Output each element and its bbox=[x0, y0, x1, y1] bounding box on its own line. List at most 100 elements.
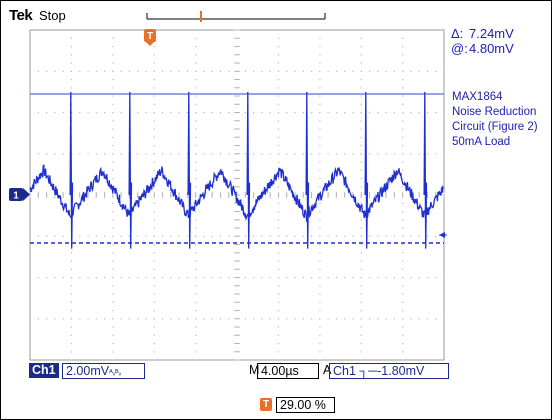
grid-dot bbox=[104, 235, 106, 237]
grid-dot bbox=[344, 112, 346, 114]
grid-dot bbox=[203, 277, 205, 279]
grid-dot bbox=[344, 235, 346, 237]
grid-dot bbox=[418, 318, 420, 320]
grid-dot bbox=[426, 153, 429, 155]
grid-dot bbox=[112, 37, 114, 39]
grid-dot bbox=[195, 277, 197, 279]
grid-dot bbox=[360, 244, 362, 246]
grid-dot bbox=[286, 318, 288, 320]
grid-dot bbox=[319, 244, 321, 246]
grid-dot bbox=[402, 252, 404, 254]
grid-dot bbox=[112, 54, 114, 56]
grid-dot bbox=[311, 235, 313, 237]
grid-dot bbox=[286, 70, 288, 72]
grid-dot bbox=[137, 112, 139, 114]
trigger-level-arrow-icon bbox=[439, 232, 447, 238]
status-bar: Ch1 2.00mVᴬᵥᴮᵥ M 4.00µs A Ch1 ┐─-1.80mV bbox=[0, 363, 552, 381]
grid-dot bbox=[112, 301, 114, 303]
grid-dot bbox=[145, 318, 147, 320]
channel-1-ground-marker[interactable]: 1 bbox=[9, 188, 30, 202]
grid-dot bbox=[426, 235, 429, 237]
grid-dot bbox=[269, 112, 271, 114]
grid-dot bbox=[87, 112, 89, 114]
grid-dot bbox=[294, 112, 296, 114]
grid-dot bbox=[153, 145, 155, 147]
grid-dot bbox=[195, 136, 197, 138]
grid-dot bbox=[418, 235, 420, 237]
grid-dot bbox=[377, 153, 379, 155]
grid-dot bbox=[46, 70, 48, 72]
grid-dot bbox=[402, 260, 404, 262]
grid-dot bbox=[195, 293, 197, 295]
grid-dot bbox=[277, 285, 280, 287]
grid-dot bbox=[319, 318, 321, 320]
grid-dot bbox=[153, 128, 155, 130]
grid-dot bbox=[319, 161, 321, 163]
grid-dot bbox=[277, 186, 280, 188]
svg-text:1: 1 bbox=[13, 191, 19, 202]
grid-dot bbox=[112, 334, 114, 336]
grid-dot bbox=[344, 153, 346, 155]
grid-dot bbox=[319, 285, 321, 287]
grid-dot bbox=[161, 70, 164, 72]
grid-dot bbox=[195, 244, 197, 246]
falling-edge-icon: ┐─ bbox=[359, 364, 378, 378]
grid-dot bbox=[385, 235, 387, 237]
grid-dot bbox=[195, 235, 197, 237]
grid-dot bbox=[70, 79, 73, 81]
grid-dot bbox=[104, 153, 106, 155]
grid-dot bbox=[319, 351, 321, 353]
cursor-lines[interactable] bbox=[30, 93, 444, 244]
trigger-readout[interactable]: Ch1 ┐─-1.80mV bbox=[329, 363, 449, 379]
grid-dot bbox=[311, 70, 313, 72]
timebase-readout[interactable]: 4.00µs bbox=[257, 363, 319, 379]
annotation-line: Circuit (Figure 2) bbox=[452, 121, 538, 133]
grid-dot bbox=[70, 334, 73, 336]
grid-dot bbox=[195, 54, 197, 56]
grid-dot bbox=[112, 103, 114, 105]
grid-dot bbox=[402, 235, 404, 237]
grid-dot bbox=[153, 318, 155, 320]
grid-dot bbox=[385, 153, 387, 155]
grid-dot bbox=[186, 277, 189, 279]
grid-dot bbox=[410, 235, 412, 237]
grid-dot bbox=[402, 178, 404, 180]
grid-dot bbox=[153, 112, 155, 114]
grid-dot bbox=[228, 318, 230, 320]
grid-dot bbox=[319, 153, 321, 155]
grid-dot bbox=[319, 79, 321, 81]
grid-dot bbox=[228, 277, 230, 279]
grid-dot bbox=[153, 161, 155, 163]
grid-dot bbox=[277, 359, 280, 361]
grid-dot bbox=[277, 37, 280, 39]
grid-dot bbox=[319, 70, 321, 72]
grid-dot bbox=[319, 227, 321, 229]
grid-dot bbox=[253, 277, 255, 279]
grid-dot bbox=[128, 235, 131, 237]
grid-dot bbox=[37, 70, 39, 72]
grid-dot bbox=[128, 70, 131, 72]
grid-dot bbox=[112, 244, 114, 246]
grid-dot bbox=[112, 343, 114, 345]
grid-dot bbox=[402, 351, 404, 353]
grid-dot bbox=[70, 318, 73, 320]
ch1-badge[interactable]: Ch1 bbox=[29, 363, 59, 378]
grid-dot bbox=[327, 112, 329, 114]
grid-dot bbox=[393, 112, 396, 114]
grid-dot bbox=[277, 178, 280, 180]
grid-dot bbox=[253, 153, 255, 155]
grid-dot bbox=[137, 318, 139, 320]
grid-dot bbox=[360, 260, 362, 262]
grid-dot bbox=[410, 70, 412, 72]
grid-dot bbox=[360, 211, 362, 213]
grid-dot bbox=[178, 318, 180, 320]
grid-dot bbox=[95, 277, 97, 279]
grid-dot bbox=[360, 46, 362, 48]
grid-dot bbox=[54, 277, 56, 279]
grid-dot bbox=[195, 326, 197, 328]
grid-dot bbox=[178, 112, 180, 114]
grid-dot bbox=[244, 70, 246, 72]
ch1-scale-readout[interactable]: 2.00mVᴬᵥᴮᵥ bbox=[62, 363, 145, 379]
grid-dot bbox=[277, 46, 280, 48]
grid-dot bbox=[335, 70, 338, 72]
